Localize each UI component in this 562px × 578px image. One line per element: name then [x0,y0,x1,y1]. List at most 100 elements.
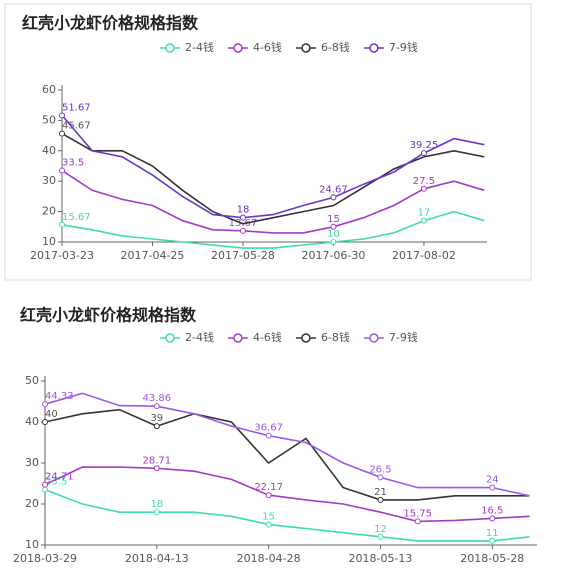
value-label: 21 [374,487,387,498]
point-marker [153,465,160,472]
point-marker [489,537,496,544]
legend-label: 7-9钱 [389,330,418,344]
point-marker [59,167,65,174]
point-marker [330,223,337,230]
series-line [44,466,530,523]
point-marker [330,194,337,201]
chart-title: 红壳小龙虾价格规格指数 [22,14,199,33]
point-marker [377,474,384,481]
legend-label: 4-6钱 [253,330,282,344]
y-tick-label: 10 [42,235,56,248]
value-label: 45.67 [62,121,91,132]
legend-label: 4-6钱 [253,40,282,54]
x-tick-label: 2018-04-13 [125,552,189,565]
value-label: 40 [45,409,58,420]
series-line [61,114,485,219]
point-marker [153,423,160,430]
value-label: 10 [327,229,340,240]
y-tick-label: 60 [42,83,56,96]
series-line [44,408,530,501]
legend-marker [165,333,175,343]
point-marker [42,481,48,488]
point-marker [42,419,48,425]
y-tick-label: 30 [42,174,56,187]
legend-marker [233,43,243,53]
value-label: 15 [262,512,275,523]
point-marker [265,521,272,528]
value-label: 24 [486,475,499,486]
value-label: 16.5 [481,505,503,516]
y-tick-label: 20 [25,497,39,510]
value-label: 11 [486,528,499,539]
point-marker [265,432,272,439]
value-label: 15.75 [403,508,432,519]
point-marker [420,185,427,192]
x-tick-label: 2017-05-28 [211,249,275,262]
value-label: 36.67 [254,423,283,434]
value-label: 51.67 [62,102,91,113]
point-marker [153,509,160,516]
point-marker [59,112,65,119]
value-label: 18 [237,205,250,216]
value-label: 22.17 [254,482,283,493]
value-label: 12 [374,524,387,535]
legend-marker [369,333,379,343]
legend-marker [233,333,243,343]
series-line [61,132,485,225]
point-marker [489,515,496,522]
point-marker [420,150,427,157]
x-tick-label: 2018-03-29 [13,552,77,565]
point-marker [42,401,48,408]
point-marker [59,130,65,137]
legend-label: 7-9钱 [389,40,418,54]
legend-marker [165,43,175,53]
y-tick-label: 50 [42,113,56,126]
point-marker [377,496,384,503]
y-tick-label: 30 [25,456,39,469]
series-line [61,169,485,234]
point-marker [414,518,421,525]
x-tick-label: 2018-04-28 [237,552,301,565]
point-marker [377,533,384,540]
x-tick-label: 2017-06-30 [301,249,365,262]
value-label: 28.71 [142,455,171,466]
x-tick-label: 2017-08-02 [392,249,456,262]
series-line [44,488,530,542]
series-line [44,392,530,497]
point-marker [153,403,160,410]
y-tick-label: 50 [25,374,39,387]
point-marker [330,239,337,245]
value-label: 17 [418,208,431,219]
value-label: 18 [150,499,163,510]
legend-label: 6-8钱 [321,330,350,344]
point-marker [489,484,496,491]
legend-marker [301,43,311,53]
legend-marker [301,333,311,343]
value-label: 24.71 [45,472,74,483]
point-marker [239,214,246,221]
legend-label: 6-8钱 [321,40,350,54]
x-tick-label: 2018-05-28 [460,552,524,565]
chart-frame [4,3,532,281]
legend-label: 2-4钱 [185,40,214,54]
x-tick-label: 2018-05-13 [348,552,412,565]
value-label: 24.67 [319,184,348,195]
legend-marker [369,43,379,53]
point-marker [42,486,48,493]
point-marker [59,221,65,228]
series-line [61,210,485,249]
value-label: 43.86 [142,393,171,404]
value-label: 15.67 [62,212,91,223]
point-marker [420,217,427,224]
chart-title: 红壳小龙虾价格规格指数 [20,306,197,325]
point-marker [239,227,246,234]
value-label: 26.5 [369,464,391,475]
value-label: 39.25 [410,140,439,151]
legend-label: 2-4钱 [185,330,214,344]
value-label: 15 [327,214,340,225]
value-label: 27.5 [413,176,435,187]
y-tick-label: 40 [42,144,56,157]
value-label: 33.5 [62,158,84,169]
value-label: 39 [150,413,163,424]
